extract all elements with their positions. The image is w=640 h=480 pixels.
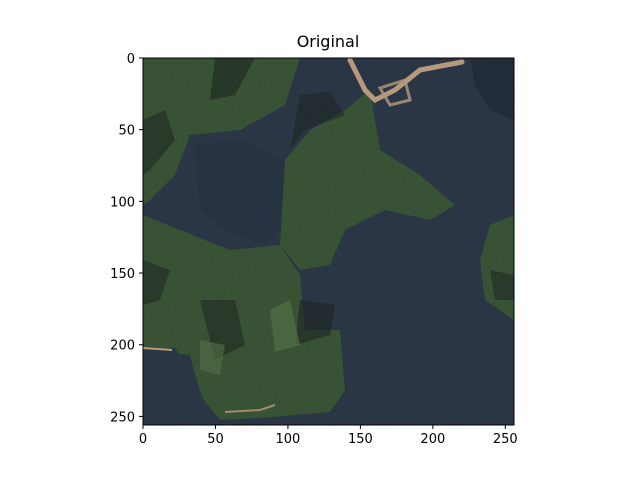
x-tick-label: 50 [207, 432, 224, 447]
x-tick-label: 250 [493, 432, 518, 447]
x-tick-label: 150 [348, 432, 373, 447]
y-tick-label: 0 [127, 52, 135, 67]
x-tick-label: 100 [276, 432, 301, 447]
y-tick-label: 100 [110, 195, 135, 210]
satellite-image [143, 58, 514, 425]
y-tick-label: 200 [110, 339, 135, 354]
y-tick-label: 50 [118, 124, 135, 139]
y-tick-label: 250 [110, 410, 135, 425]
figure-title: Original [296, 32, 360, 51]
y-tick-label: 150 [110, 267, 135, 282]
axis-ticks: 0 50 100 150 200 250 0 50 100 150 200 250 [110, 52, 518, 447]
x-tick-label: 0 [139, 432, 147, 447]
x-tick-label: 200 [420, 432, 445, 447]
axes-frame [142, 57, 515, 426]
